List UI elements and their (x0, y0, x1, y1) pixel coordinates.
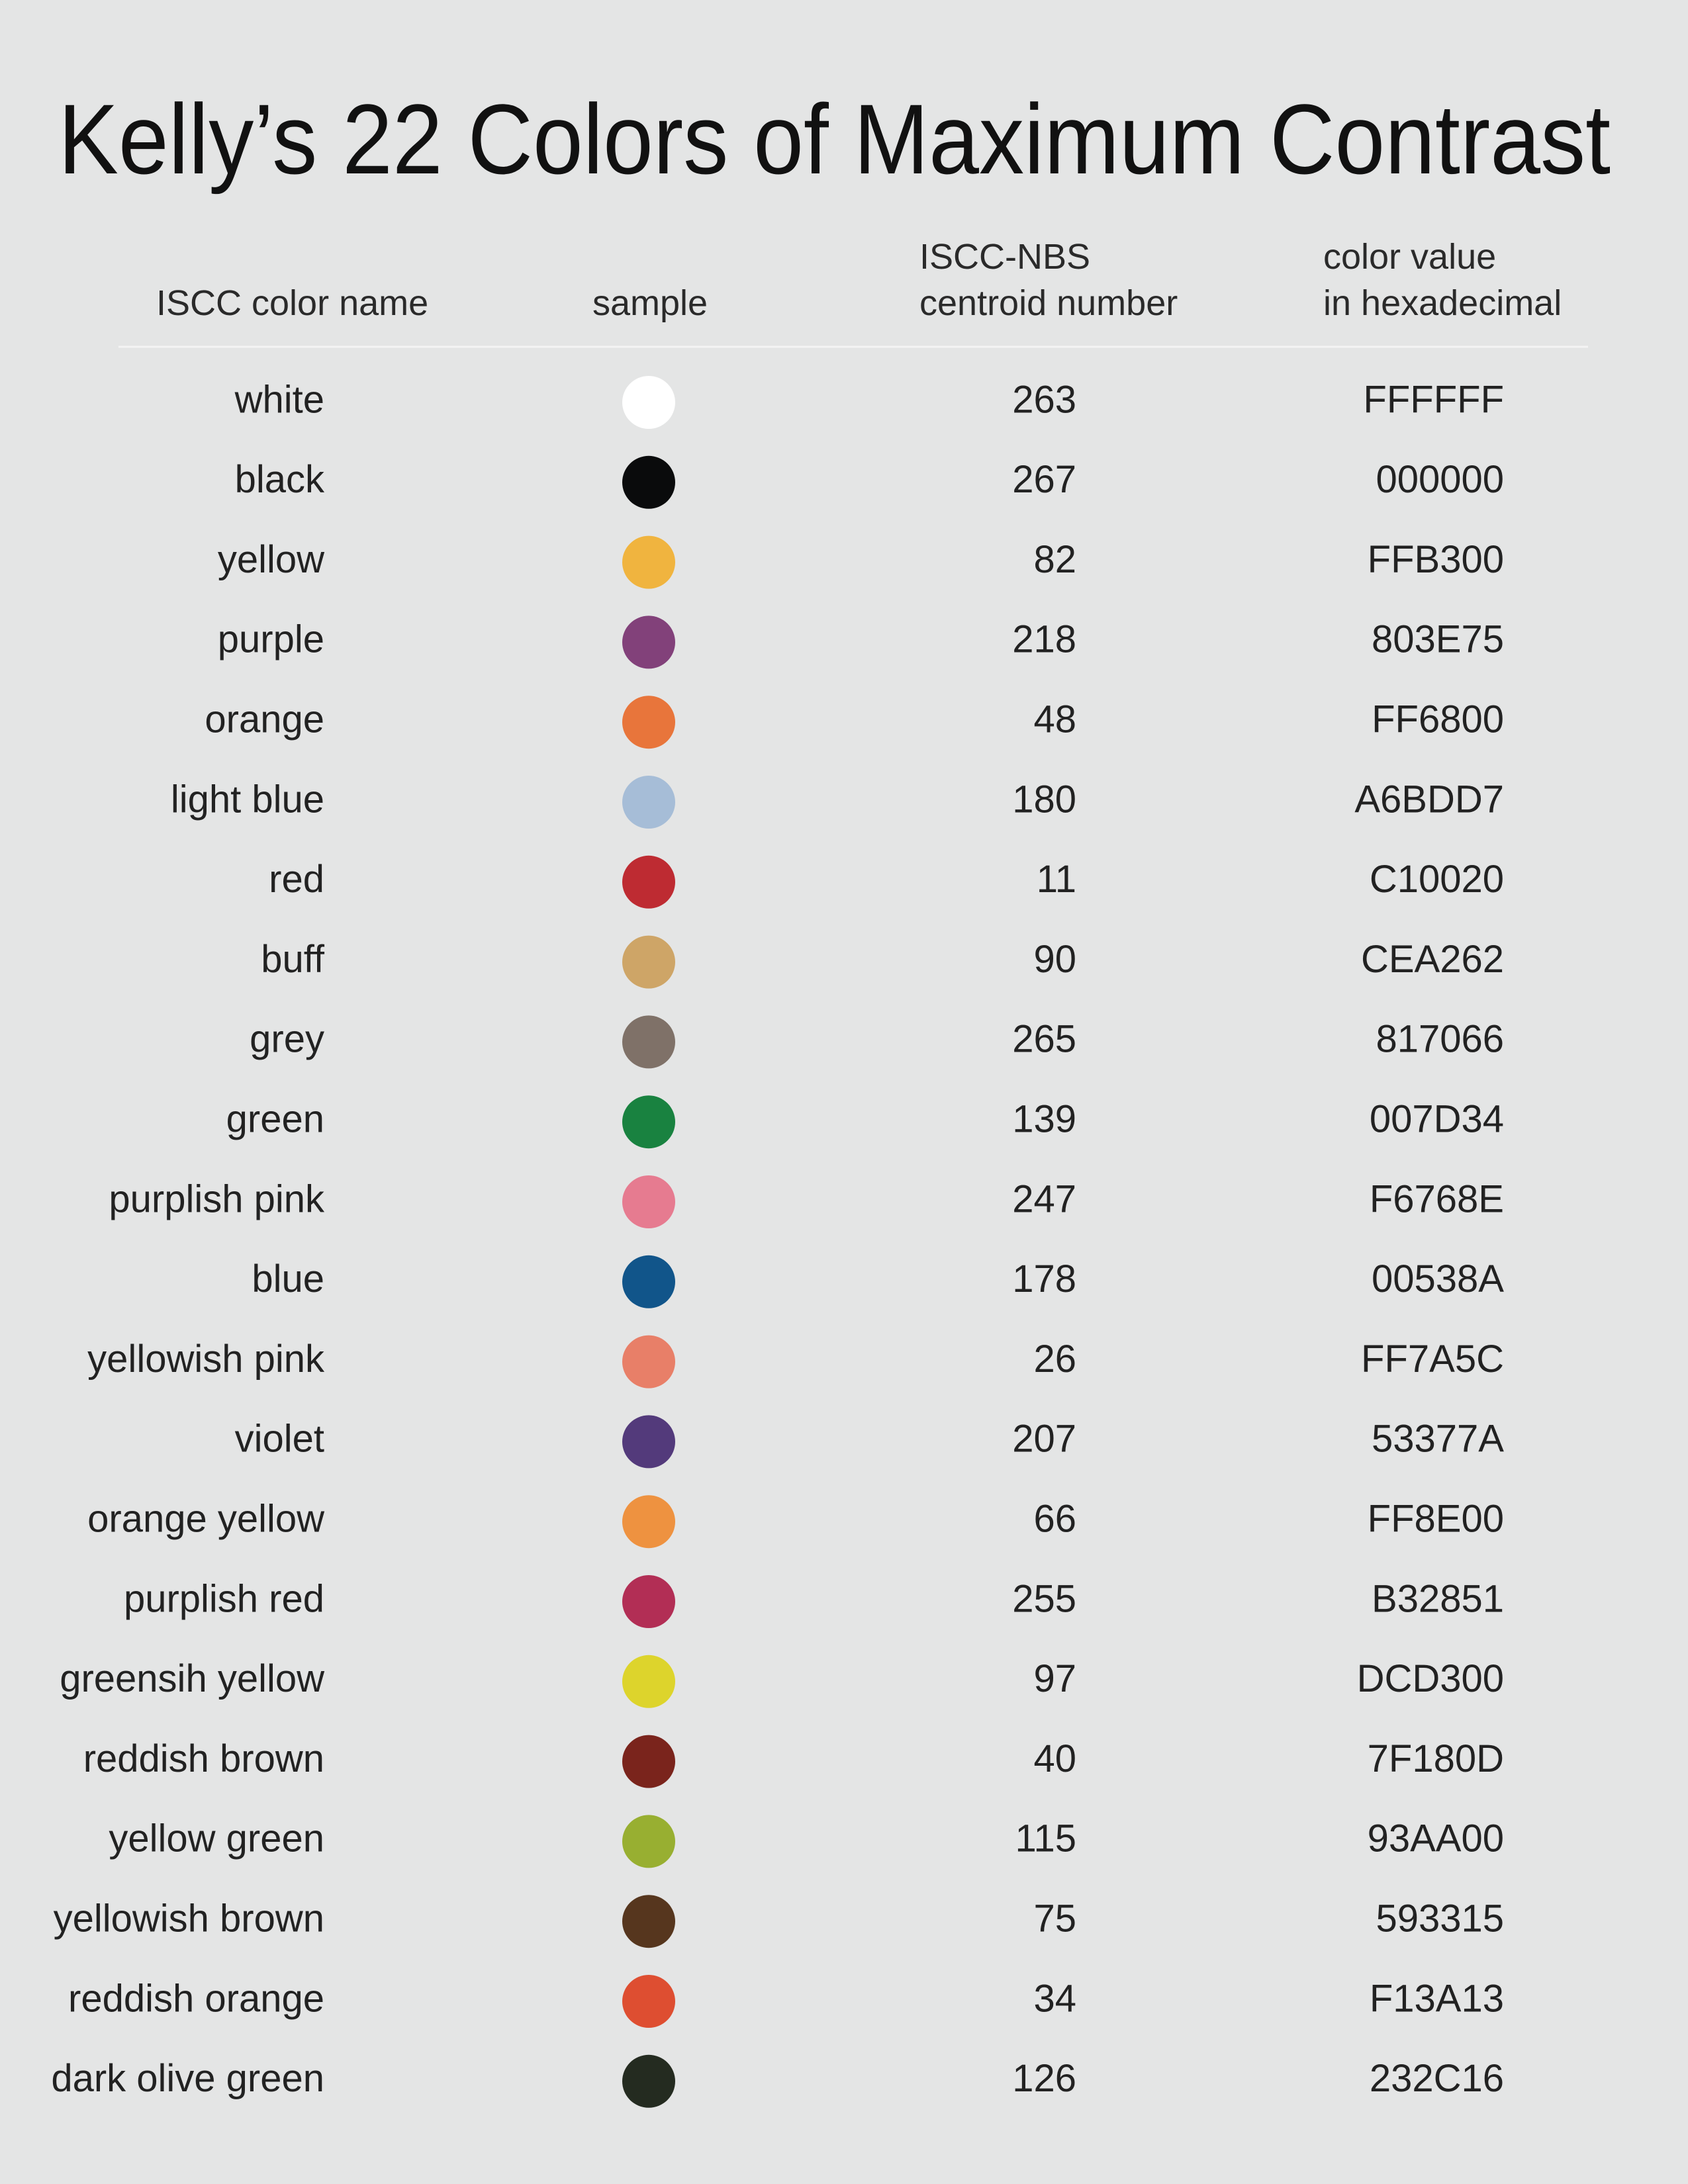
centroid-number: 139 (1012, 1098, 1076, 1141)
hex-value: 232C16 (1370, 2057, 1504, 2100)
color-sample (622, 1175, 675, 1228)
color-name: purplish red (124, 1577, 324, 1620)
hex-value: 7F180D (1368, 1737, 1504, 1780)
hex-value: 53377A (1372, 1418, 1504, 1461)
column-header: ISCC color name (156, 283, 428, 323)
color-sample (622, 1495, 675, 1549)
hex-value: FFFFFF (1363, 378, 1504, 421)
column-header: in hexadecimal (1323, 283, 1562, 323)
centroid-number: 90 (1033, 938, 1076, 981)
hex-value: C10020 (1370, 858, 1504, 901)
color-name: greensih yellow (60, 1657, 325, 1700)
color-name: violet (235, 1418, 324, 1461)
centroid-number: 40 (1033, 1737, 1076, 1780)
hex-value: F13A13 (1370, 1977, 1504, 2020)
color-name: reddish brown (83, 1737, 324, 1780)
color-sample (622, 455, 675, 509)
centroid-number: 247 (1012, 1177, 1076, 1220)
hex-value: F6768E (1370, 1177, 1504, 1220)
hex-value: 593315 (1376, 1897, 1504, 1940)
column-header: color value (1323, 237, 1496, 277)
color-sample (622, 2054, 675, 2108)
centroid-number: 263 (1012, 378, 1076, 421)
color-sample (622, 1895, 675, 1948)
color-name: orange (205, 698, 324, 741)
centroid-number: 255 (1012, 1577, 1076, 1620)
color-sample (622, 1015, 675, 1069)
centroid-number: 66 (1033, 1498, 1076, 1541)
color-name: yellow (218, 538, 325, 581)
color-name: yellowish brown (54, 1897, 324, 1940)
column-header: ISCC-NBS (919, 237, 1090, 277)
page-title: Kelly’s 22 Colors of Maximum Contrast (58, 83, 1611, 195)
color-name: reddish orange (68, 1977, 324, 2020)
color-name: black (235, 458, 325, 501)
color-sample (622, 1335, 675, 1388)
color-sample (622, 376, 675, 429)
color-name: green (226, 1098, 324, 1141)
column-header: centroid number (919, 283, 1178, 323)
centroid-number: 97 (1033, 1657, 1076, 1700)
centroid-number: 34 (1033, 1977, 1076, 2020)
color-sample (622, 1655, 675, 1708)
centroid-number: 207 (1012, 1418, 1076, 1461)
color-sample (622, 776, 675, 829)
color-sample (622, 1415, 675, 1469)
centroid-number: 265 (1012, 1018, 1076, 1061)
hex-value: FF6800 (1372, 698, 1504, 741)
color-sample (622, 855, 675, 909)
color-name: grey (250, 1018, 324, 1061)
color-sample (622, 1575, 675, 1628)
color-sample (622, 935, 675, 989)
hex-value: CEA262 (1361, 938, 1504, 981)
color-name: buff (261, 938, 325, 981)
centroid-number: 48 (1033, 698, 1076, 741)
color-name: blue (252, 1257, 324, 1300)
color-name: orange yellow (87, 1498, 325, 1541)
centroid-number: 180 (1012, 778, 1076, 821)
hex-value: FF8E00 (1368, 1498, 1504, 1541)
color-name: white (234, 378, 324, 421)
color-sample (622, 535, 675, 589)
color-name: light blue (171, 778, 324, 821)
centroid-number: 126 (1012, 2057, 1076, 2100)
centroid-number: 218 (1012, 618, 1076, 661)
color-sample (622, 615, 675, 669)
color-name: dark olive green (51, 2057, 324, 2100)
hex-value: A6BDD7 (1354, 778, 1504, 821)
hex-value: 00538A (1372, 1257, 1504, 1300)
color-name: yellow green (109, 1817, 324, 1860)
centroid-number: 26 (1033, 1338, 1076, 1381)
column-header: sample (592, 283, 708, 323)
hex-value: 817066 (1376, 1018, 1504, 1061)
color-name: red (269, 858, 324, 901)
color-sample (622, 1255, 675, 1308)
centroid-number: 75 (1033, 1897, 1076, 1940)
hex-value: 007D34 (1370, 1098, 1504, 1141)
color-sample (622, 1975, 675, 2028)
centroid-number: 82 (1033, 538, 1076, 581)
hex-value: FF7A5C (1361, 1338, 1504, 1381)
hex-value: FFB300 (1368, 538, 1504, 581)
hex-value: B32851 (1372, 1577, 1504, 1620)
centroid-number: 267 (1012, 458, 1076, 501)
color-name: purplish pink (109, 1177, 325, 1220)
color-sample (622, 696, 675, 749)
hex-value: 000000 (1376, 458, 1504, 501)
centroid-number: 178 (1012, 1257, 1076, 1300)
centroid-number: 11 (1037, 858, 1076, 901)
hex-value: DCD300 (1357, 1657, 1504, 1700)
color-sample (622, 1095, 675, 1149)
centroid-number: 115 (1015, 1817, 1076, 1860)
hex-value: 803E75 (1372, 618, 1504, 661)
color-sample (622, 1815, 675, 1868)
hex-value: 93AA00 (1368, 1817, 1504, 1860)
color-name: purple (218, 618, 324, 661)
color-sample (622, 1735, 675, 1788)
color-name: yellowish pink (87, 1338, 325, 1381)
